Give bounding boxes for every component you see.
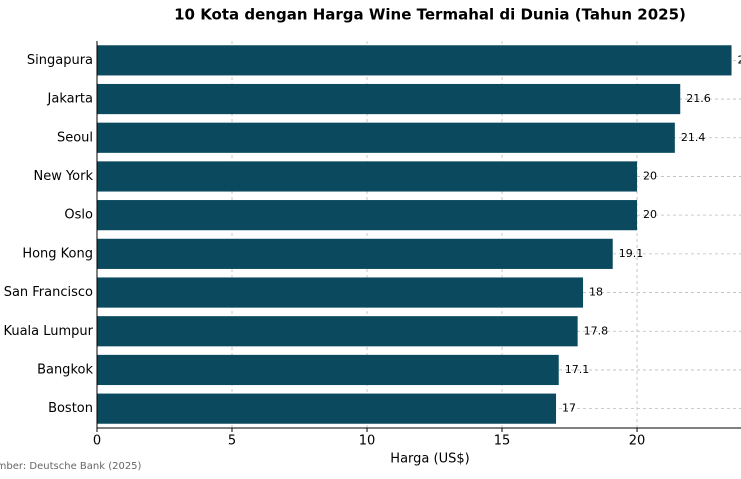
x-tick-label: 20 — [629, 434, 646, 449]
y-tick-label: New York — [33, 169, 93, 184]
y-tick-label: Kuala Lumpur — [3, 324, 93, 339]
x-tick-label: 10 — [359, 434, 376, 449]
bar — [97, 238, 613, 269]
y-tick-label: Boston — [48, 401, 93, 416]
data-label: 20 — [643, 169, 657, 182]
bar — [97, 122, 675, 153]
bar — [97, 45, 732, 76]
bar — [97, 277, 584, 308]
data-label: 18 — [589, 286, 603, 299]
data-label: 21.4 — [681, 131, 706, 144]
x-tick-label: 15 — [494, 434, 511, 449]
y-tick-label: Singapura — [27, 53, 93, 68]
y-tick-label: Hong Kong — [22, 246, 93, 261]
x-tick-label: 5 — [228, 434, 236, 449]
y-tick-label: Bangkok — [37, 362, 93, 377]
x-tick-label: 0 — [93, 434, 101, 449]
data-label: 20 — [643, 208, 657, 221]
data-label: 17 — [562, 402, 576, 415]
source-note: Sumber: Deutsche Bank (2025) — [0, 461, 142, 472]
bar — [97, 161, 638, 192]
bar — [97, 354, 559, 386]
y-tick-label: San Francisco — [4, 285, 93, 300]
data-label: 17.1 — [565, 363, 590, 376]
data-label: 23.5 — [738, 53, 741, 66]
data-label: 19.1 — [619, 247, 644, 260]
y-tick-label: Oslo — [64, 208, 93, 223]
bar — [97, 393, 557, 424]
bar — [97, 200, 638, 231]
bar — [97, 316, 578, 347]
data-label: 17.8 — [584, 324, 609, 337]
data-label: 21.6 — [686, 92, 711, 105]
y-tick-label: Seoul — [57, 130, 93, 145]
y-tick-label: Jakarta — [47, 92, 93, 107]
x-axis-label: Harga (US$) — [390, 452, 469, 467]
bar — [97, 83, 681, 115]
chart-title: 10 Kota dengan Harga Wine Termahal di Du… — [174, 6, 686, 24]
